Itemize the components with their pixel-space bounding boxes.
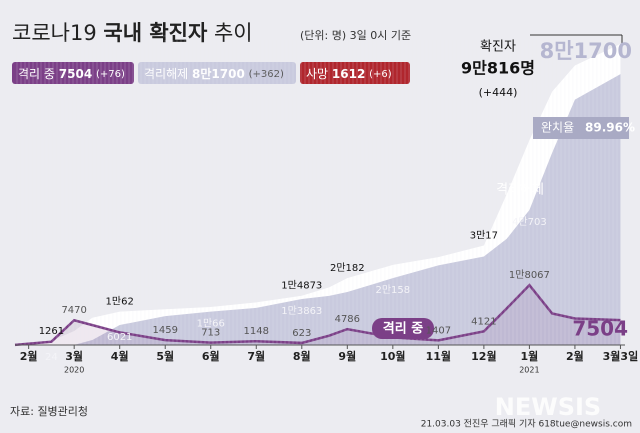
data-label: 6021 (107, 332, 132, 343)
data-label: 4786 (335, 314, 360, 325)
legend-entry: 격리해제 8만1700 (+362) (144, 66, 284, 81)
title-part: 추이 (214, 21, 253, 45)
legend-box (12, 62, 134, 84)
x-tick-label: 9월 (338, 349, 356, 363)
chart-title: 코로나19 국내 확진자 추이 (12, 21, 253, 45)
legend-box (300, 62, 410, 84)
data-label: 1만62 (106, 296, 134, 308)
annotation: 89.96% (585, 121, 635, 135)
legend-value: 8만1700 (192, 66, 245, 81)
data-label: 9만816명 (461, 59, 535, 78)
data-label: 713 (201, 328, 220, 339)
x-tick-label: 3월3일 (603, 349, 639, 363)
x-tick-label: 3월 (65, 349, 83, 363)
legend-value: 7504 (59, 67, 92, 81)
x-tick-label: 10월 (380, 349, 405, 363)
x-tick-label: 6월 (202, 349, 220, 363)
data-label: 7504 (572, 317, 628, 341)
x-tick-label: 2월 (566, 349, 584, 363)
area-label: 격리해제 (496, 183, 544, 198)
recovery-box (533, 117, 629, 139)
x-tick-label: 11월 (426, 349, 451, 363)
data-label: 2만182 (330, 262, 365, 274)
data-label: 7470 (61, 305, 86, 316)
source: 자료: 질병관리청 (10, 405, 88, 418)
x-tick-label: 12월 (471, 349, 496, 363)
data-label: 1만66 (197, 318, 225, 330)
title-part: 국내 확진자 (103, 21, 208, 45)
plot (14, 40, 622, 347)
data-label: 3만17 (470, 229, 498, 241)
x-sublabel: 2020 (64, 366, 84, 375)
credit: 21.03.03 전진우 그래픽 기자 618tue@newsis.com (421, 419, 632, 430)
data-label: 1만8067 (509, 269, 550, 281)
data-label: 4121 (471, 316, 496, 327)
x-sublabel: 2021 (519, 366, 539, 375)
area (15, 285, 621, 345)
annotation: 확진자 (480, 40, 516, 55)
data-label: 1만4873 (281, 280, 322, 292)
annotation: (+444) (479, 86, 518, 99)
x-tick-label: 7월 (247, 349, 265, 363)
watermark: NEWSIS (495, 393, 601, 421)
title-part: 코로나19 (12, 21, 97, 45)
legend-entry: 격리 중 7504 (+76) (18, 67, 125, 81)
line-label: 격리 중 (383, 321, 423, 337)
x-tick-label: 8월 (293, 349, 311, 363)
data-label: 4만703 (512, 216, 547, 228)
legend-name: 격리 중 (18, 67, 55, 81)
legend-name: 사망 (306, 67, 328, 81)
subtitle: (단위: 명) 3일 0시 기준 (300, 28, 411, 42)
data-label: 1만3863 (281, 305, 322, 317)
line-label-box (372, 318, 434, 339)
annotation: 완치율 (541, 121, 574, 135)
legend-change: (+76) (96, 69, 125, 80)
area (15, 74, 621, 346)
data-label: 1459 (152, 325, 177, 336)
x-tick-label: 4월 (111, 349, 129, 363)
x-tick-label: 5월 (156, 349, 174, 363)
data-label: 8만1700 (540, 39, 632, 63)
line (14, 283, 621, 347)
x-tick-label: 1월 (521, 349, 539, 363)
data-label: 1148 (244, 326, 269, 337)
legend-name: 격리해제 (144, 67, 188, 81)
legend: 격리 중 7504 (+76) 격리해제 8만1700 (+362) 사망 1612… (12, 62, 410, 84)
legend-change: (+362) (249, 69, 284, 80)
legend-value: 1612 (332, 67, 365, 81)
legend-entry: 사망 1612 (+6) (306, 67, 392, 81)
data-label: 1261 (39, 326, 64, 337)
data-label: 623 (292, 328, 311, 339)
x-tick-label: 2월 (20, 349, 38, 363)
legend-box (138, 62, 296, 84)
data-label: 2만158 (376, 284, 411, 296)
legend-change: (+6) (369, 69, 392, 80)
data-label: 1407 (426, 325, 451, 336)
data-label: 24 (45, 352, 58, 363)
